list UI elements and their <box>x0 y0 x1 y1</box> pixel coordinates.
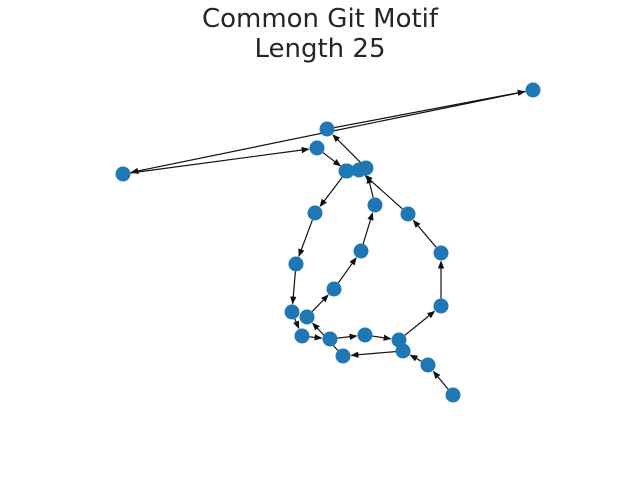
edge-n23-n24 <box>412 219 437 248</box>
node-n20 <box>357 327 373 343</box>
node-n16 <box>288 256 304 272</box>
edge-n7-n8 <box>362 212 374 244</box>
node-n15 <box>307 205 323 221</box>
edge-n6-n7 <box>337 257 357 284</box>
edge-n9-n10 <box>332 134 362 164</box>
edge-n2-n3 <box>409 354 422 362</box>
node-n8 <box>367 197 383 213</box>
edge-n16-n17 <box>290 271 297 305</box>
chart-title: Common Git Motif Length 25 <box>0 4 640 64</box>
edge-n12-n13 <box>130 146 310 174</box>
node-n25 <box>351 162 367 178</box>
nodes-layer <box>115 82 541 403</box>
node-n26 <box>338 163 354 179</box>
edge-n13-n14 <box>322 152 342 167</box>
edge-n19-n20 <box>337 333 358 340</box>
edge-n20-n21 <box>372 334 392 341</box>
node-n22 <box>433 298 449 314</box>
node-n11 <box>525 82 541 98</box>
edge-n14-n15 <box>319 176 343 208</box>
edge-n5-n6 <box>311 294 329 313</box>
node-n2 <box>420 357 436 373</box>
edge-n24-n25 <box>364 175 403 210</box>
node-n19 <box>322 331 338 347</box>
title-line-2: Length 25 <box>254 34 386 64</box>
node-n5 <box>299 309 315 325</box>
node-n4 <box>335 348 351 364</box>
edge-n17-n18 <box>293 318 300 330</box>
edge-n10-n11 <box>334 89 526 129</box>
node-n21 <box>391 332 407 348</box>
node-n24 <box>400 206 416 222</box>
node-n1 <box>445 387 461 403</box>
edge-n3-n4 <box>350 351 396 358</box>
node-n17 <box>284 304 300 320</box>
node-n23 <box>433 245 449 261</box>
node-n12 <box>115 166 131 182</box>
edge-n21-n22 <box>404 310 436 336</box>
edge-n18-n19 <box>309 334 323 341</box>
title-line-1: Common Git Motif <box>201 4 439 34</box>
node-n10 <box>319 121 335 137</box>
edge-n1-n2 <box>432 370 449 390</box>
edge-n15-n16 <box>298 219 313 257</box>
node-n18 <box>294 328 310 344</box>
node-n7 <box>353 243 369 259</box>
node-n6 <box>326 281 342 297</box>
node-n13 <box>309 140 325 156</box>
